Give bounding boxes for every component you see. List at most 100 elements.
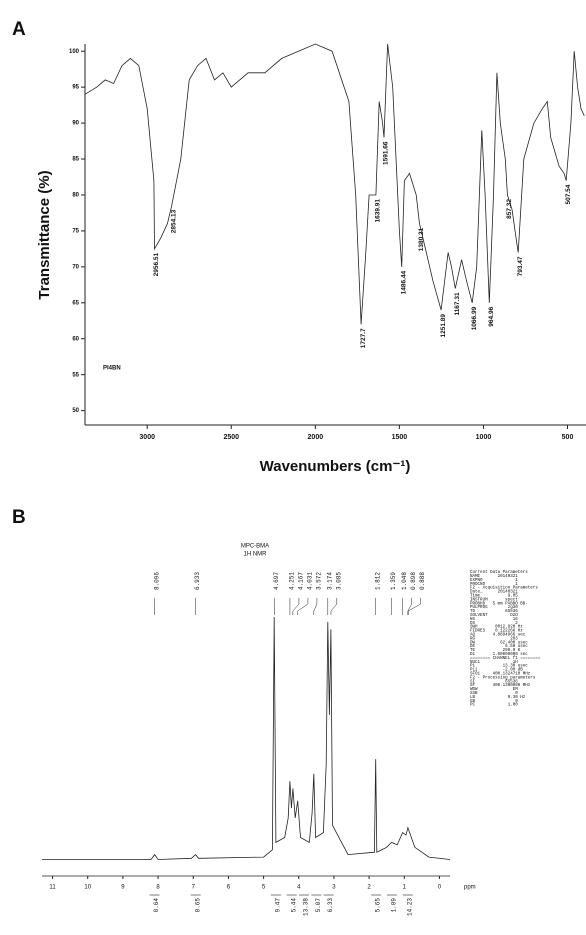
chart-subtitle: 1H NMR — [243, 552, 267, 558]
y-tick-label: 75 — [72, 228, 79, 234]
integral-label: 5.65 — [375, 898, 382, 913]
y-tick-label: 55 — [72, 372, 79, 378]
peak-label: 1380.21 — [418, 227, 425, 251]
parameter-line: EXPNO 1 — [470, 579, 518, 583]
y-tick-label: 90 — [72, 121, 79, 127]
integral-label: 6.33 — [327, 898, 334, 913]
peak-leader — [297, 598, 309, 615]
integral-label: 0.65 — [194, 898, 201, 913]
y-tick-label: 50 — [72, 408, 79, 414]
x-tick-label: 8 — [156, 885, 160, 891]
panel-label: A — [12, 19, 26, 40]
x-tick-label: 1500 — [392, 434, 408, 441]
integral-label: 0.64 — [153, 898, 160, 913]
spectrum-line — [42, 616, 451, 860]
x-tick-label: 1000 — [476, 434, 492, 441]
x-tick-label: 1 — [403, 885, 407, 891]
parameter-line: RG 203 — [470, 637, 518, 641]
parameter-line: NUC1 1H — [470, 661, 518, 665]
peak-leader — [313, 598, 318, 615]
parameter-line: PL1 -2.00 dB — [470, 668, 523, 673]
parameter-line: D1 1.00000000 sec — [470, 653, 528, 657]
peak-label: 1486.44 — [400, 270, 407, 294]
peak-leader — [330, 598, 338, 615]
integral-label: 5.44 — [290, 898, 297, 913]
parameter-line: SI 65536 — [470, 680, 518, 684]
parameter-line: ======== CHANNEL f1 ======== — [470, 656, 541, 661]
parameter-line: F2 - Processing parameters — [470, 675, 536, 680]
parameter-line: PC 1.00 — [470, 704, 518, 708]
parameter-line: LB 0.30 Hz — [470, 696, 526, 700]
peak-label: 1727.7 — [360, 328, 367, 348]
x-tick-label: 3 — [332, 885, 336, 891]
parameter-line: DE 6.50 usec — [470, 645, 528, 649]
integral-label: 1.09 — [391, 898, 398, 913]
parameter-line: AQ 4.0894966 sec — [470, 634, 526, 638]
parameter-line: F2 - Acquisition Parameters — [470, 586, 538, 591]
y-tick-label: 95 — [72, 85, 79, 91]
x-tick-label: 3000 — [139, 434, 155, 441]
peak-label: 4.167 — [298, 572, 305, 590]
peak-label: 0.888 — [419, 572, 426, 590]
integral-label: 9.47 — [274, 898, 281, 913]
x-unit: ppm — [464, 885, 476, 891]
peak-label: 2854.13 — [170, 209, 177, 233]
parameter-line: Current Data Parameters — [470, 571, 528, 575]
parameter-line: PULPROG zg30 — [470, 606, 518, 610]
peak-leader — [407, 598, 412, 615]
x-tick-label: 500 — [562, 434, 574, 441]
peak-label: 4.697 — [273, 572, 280, 590]
parameter-line: WDW EM — [470, 688, 518, 692]
peak-label: 1.812 — [374, 572, 381, 590]
parameter-line: SF 400.1300080 MHz — [470, 684, 531, 688]
parameter-line: NAME 20140321 — [470, 575, 518, 579]
peak-label: 857.32 — [506, 199, 513, 219]
peak-label: 3.572 — [316, 572, 323, 590]
peak-label: 1066.99 — [471, 306, 478, 330]
spectrum-line — [84, 43, 585, 325]
peak-label: 1591.66 — [383, 141, 390, 165]
peak-label: 4.031 — [307, 572, 314, 590]
x-tick-label: 11 — [49, 885, 56, 891]
peak-label: 3.174 — [326, 572, 333, 590]
parameter-line: Time 9.05 — [470, 594, 518, 599]
peak-label: 6.933 — [194, 572, 201, 590]
y-tick-label: 65 — [72, 300, 79, 306]
chart-title: MPC-BMA — [241, 544, 269, 550]
peak-leader — [292, 598, 300, 615]
parameter-line: TD 65536 — [470, 610, 518, 614]
parameter-line: PROBHD 5 mm PABBO BB- — [470, 602, 528, 606]
peak-label: 1.048 — [401, 572, 408, 590]
y-tick-label: 85 — [72, 157, 79, 163]
parameter-line: DW 62.400 usec — [470, 641, 528, 645]
parameter-line: TE 298.0 K — [470, 649, 521, 653]
integral-label: 13.38 — [303, 898, 310, 916]
x-tick-label: 6 — [227, 885, 231, 891]
peak-label: 0.898 — [410, 572, 417, 590]
x-tick-label: 5 — [262, 885, 266, 891]
parameter-line: INSTRUM spect — [470, 598, 518, 602]
y-tick-label: 80 — [72, 193, 79, 199]
parameter-line: P1 13.30 usec — [470, 665, 528, 669]
peak-label: 3.085 — [335, 572, 342, 590]
integral-label: 5.07 — [315, 898, 322, 913]
peak-label: 8.096 — [153, 572, 160, 590]
panel-label: B — [12, 507, 26, 528]
y-tick-label: 60 — [72, 336, 79, 342]
peak-leader — [407, 598, 421, 615]
x-tick-label: 7 — [192, 885, 196, 891]
x-tick-label: 9 — [121, 885, 125, 891]
y-tick-label: 100 — [69, 49, 80, 55]
x-axis-title: Wavenumbers (cm⁻¹) — [260, 458, 411, 475]
x-tick-label: 4 — [297, 885, 301, 891]
parameter-line: SSB 0 — [470, 692, 518, 696]
x-tick-label: 2500 — [223, 434, 239, 441]
peak-label: 1251.89 — [440, 314, 447, 338]
y-tick-label: 70 — [72, 264, 79, 270]
x-tick-label: 2 — [367, 885, 371, 891]
parameter-line: NS 16 — [470, 618, 518, 622]
parameter-line: SWH 8012.820 Hz — [470, 626, 523, 630]
x-tick-label: 2000 — [308, 434, 324, 441]
parameter-line: SFO1 400.1324710 MHz — [470, 673, 531, 677]
